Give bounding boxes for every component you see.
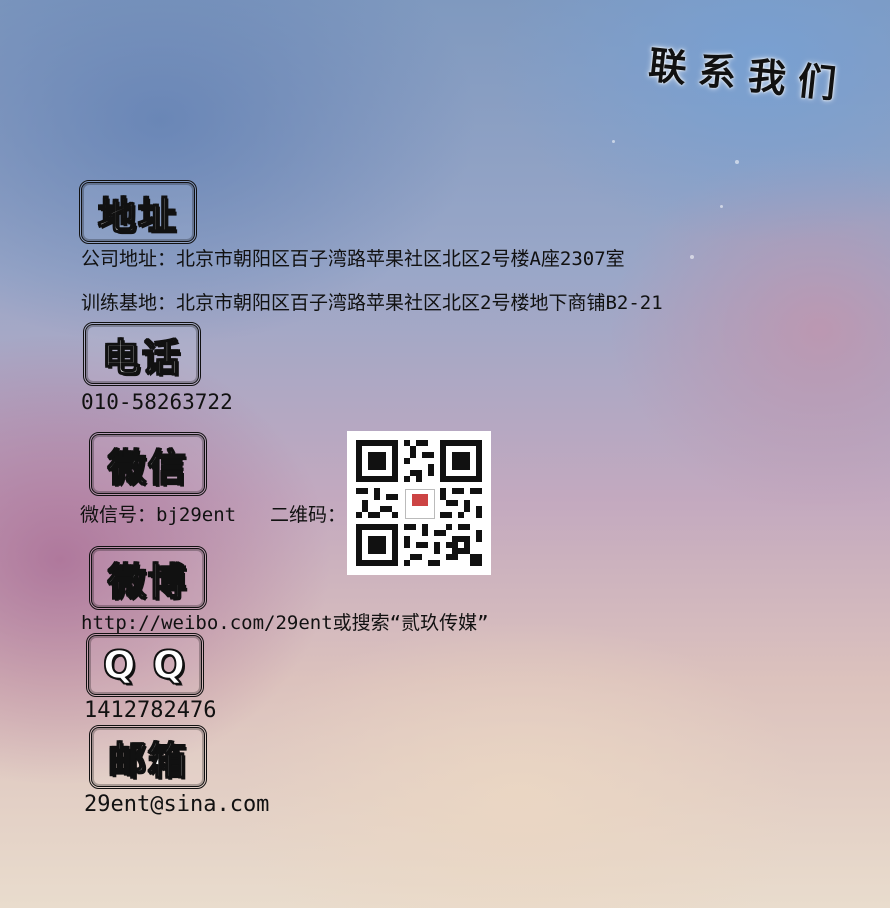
email-heading-label: 邮箱 <box>107 738 188 784</box>
company-address: 公司地址：北京市朝阳区百子湾路苹果社区北区2号楼A座2307室 <box>81 248 625 270</box>
qr-center-logo <box>405 489 435 519</box>
weibo-heading: 微博 <box>89 546 207 610</box>
phone-heading-label: 电话 <box>101 335 182 381</box>
weibo-url: http://weibo.com/29ent或搜索“贰玖传媒” <box>81 612 489 634</box>
wechat-heading-label: 微信 <box>107 445 188 491</box>
training-address: 训练基地：北京市朝阳区百子湾路苹果社区北区2号楼地下商铺B2-21 <box>81 292 663 314</box>
page-title: 联系我们 <box>646 42 850 108</box>
address-heading: 地址 <box>79 180 197 244</box>
qr-pattern <box>356 440 482 566</box>
qq-heading-label: Q Q <box>102 642 187 688</box>
email-address: 29ent@sina.com <box>84 792 270 817</box>
phone-heading: 电话 <box>83 322 201 386</box>
wechat-qr-code <box>347 431 491 575</box>
wechat-heading: 微信 <box>89 432 207 496</box>
weibo-heading-label: 微博 <box>107 559 188 605</box>
sparkle <box>720 205 723 208</box>
sparkle <box>612 140 615 143</box>
address-heading-label: 地址 <box>97 193 178 239</box>
phone-number: 010-58263722 <box>81 390 233 414</box>
qr-label: 二维码： <box>270 504 347 526</box>
sparkle <box>735 160 739 164</box>
qq-heading: Q Q <box>86 633 204 697</box>
qq-number: 1412782476 <box>84 698 217 723</box>
sparkle <box>690 255 694 259</box>
wechat-id: 微信号：bj29ent <box>80 504 237 526</box>
email-heading: 邮箱 <box>89 725 207 789</box>
